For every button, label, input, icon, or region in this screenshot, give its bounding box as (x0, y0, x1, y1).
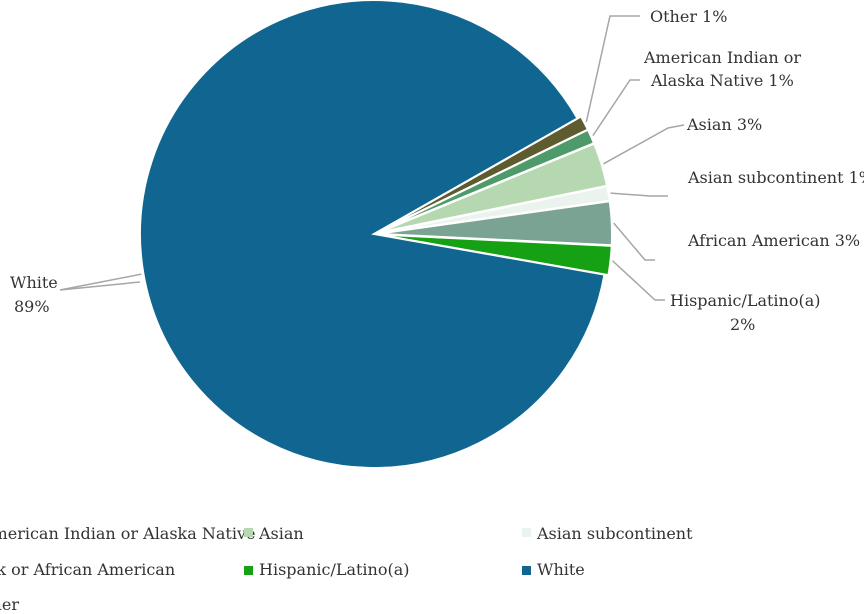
data-label-asian-subcontinent: Asian subcontinent 1% (687, 168, 864, 187)
legend-label-white: White (537, 560, 585, 579)
leader-line-hispanic-latino-a (611, 260, 665, 301)
legend-swatch-asian-subcontinent (522, 528, 531, 537)
data-label-hispanic-line-1: Hispanic/Latino(a) (670, 291, 821, 310)
legend-label-other: Other (0, 595, 19, 614)
legend-label-american-indian: American Indian or Alaska Native (0, 524, 255, 543)
data-label-hispanic-line-2: 2% (730, 315, 755, 334)
legend-swatch-white (522, 566, 531, 575)
legend-swatch-asian (244, 528, 253, 537)
leader-line-asian (603, 124, 685, 165)
leader-lines (59, 15, 685, 301)
legend-swatch-hispanic (244, 566, 253, 575)
pie-slice-white (139, 0, 606, 469)
legend: American Indian or Alaska Native Asian A… (0, 524, 693, 614)
leader-line-black-or-african-american (613, 222, 655, 261)
pie-slices (139, 0, 613, 469)
leader-line-american-indian-or-alaska-native (592, 79, 640, 137)
data-label-american-indian-line-1: American Indian or (643, 48, 801, 67)
data-labels: Other 1% American Indian or Alaska Nativ… (10, 7, 864, 334)
leader-line-other (585, 15, 640, 123)
data-label-asian: Asian 3% (686, 115, 762, 134)
legend-label-hispanic: Hispanic/Latino(a) (259, 560, 410, 579)
data-label-white-line-1: White (10, 273, 58, 292)
leader-line-asian-subcontinent (610, 192, 668, 197)
data-label-white-line-2: 89% (14, 297, 50, 316)
data-label-american-indian-line-2: Alaska Native 1% (650, 71, 794, 90)
legend-label-asian-subcontinent: Asian subcontinent (536, 524, 693, 543)
legend-label-asian: Asian (258, 524, 304, 543)
leader-line-white (59, 273, 142, 291)
data-label-african-american: African American 3% (687, 231, 860, 250)
data-label-other: Other 1% (650, 7, 727, 26)
legend-label-black-african-american: Black or African American (0, 560, 175, 579)
